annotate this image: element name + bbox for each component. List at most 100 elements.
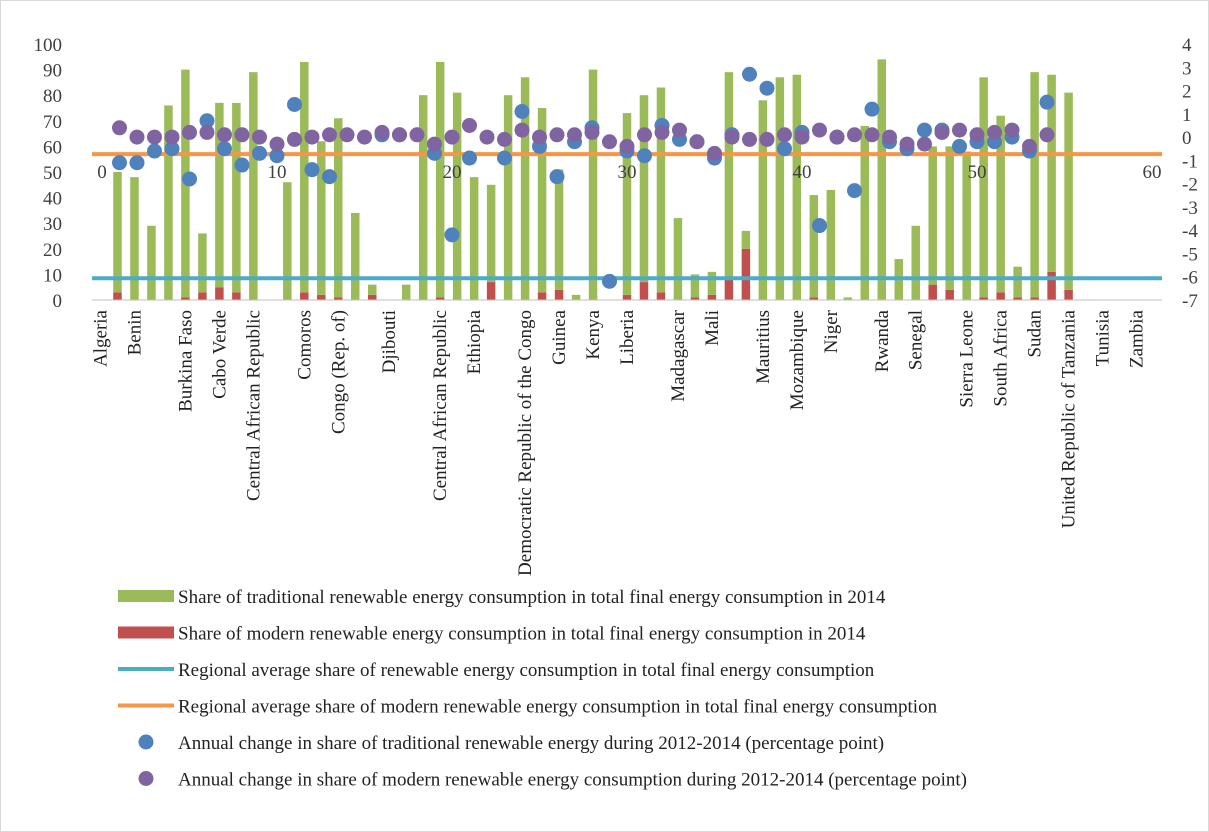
point-modern-change [847,127,862,143]
bar-modern [996,292,1005,300]
x-tick-label-scatter: 30 [618,162,637,183]
point-modern-change [112,120,127,136]
category-label: South Africa [991,309,1012,406]
bar-traditional [418,95,428,300]
point-modern-change [724,129,740,145]
bar-traditional [911,225,920,300]
point-modern-change [777,127,792,143]
point-modern-change [899,136,915,152]
y-tick-label-left: 90 [43,61,62,82]
category-label: Sierra Leone [957,310,978,408]
bar-traditional [1064,92,1073,290]
y-tick-label-right: 3 [1182,58,1192,79]
y-tick-label-right: -2 [1182,175,1198,196]
y-tick-label-left: 30 [43,214,62,235]
bar-traditional [232,102,241,293]
y-tick-label-right: -4 [1182,221,1198,242]
point-modern-change [672,122,687,138]
point-modern-change [129,129,145,145]
y-tick-label-right: -3 [1182,198,1198,219]
point-traditional-change [637,148,652,164]
point-modern-change [497,131,512,147]
point-modern-change [479,129,495,145]
y-tick-label-right: -6 [1182,268,1198,289]
point-traditional-change [602,273,617,289]
point-modern-change [304,129,320,145]
category-label: Democratic Republic of the Congo [515,310,536,576]
bar-traditional [367,284,377,295]
bar-traditional [147,225,156,300]
point-traditional-change [549,169,565,185]
bar-traditional [775,77,785,300]
category-label: Sudan [1025,310,1046,358]
bar-modern [690,297,700,300]
x-tick-label-scatter: 0 [97,162,107,183]
category-label: Mozambique [787,310,808,410]
y-tick-label-left: 20 [43,240,62,261]
bar-traditional [690,274,700,298]
category-label: Liberia [617,309,638,364]
point-traditional-change [304,162,320,178]
point-modern-change [322,127,337,143]
bar-traditional [707,271,717,295]
point-modern-change [147,129,162,145]
y-tick-label-left: 70 [43,112,62,133]
bar-traditional [249,72,258,300]
bar-traditional [215,102,224,288]
bar-traditional [877,59,887,300]
point-modern-change [689,134,705,150]
point-modern-change [917,136,932,152]
bar-traditional [656,87,666,293]
bar-traditional [758,100,768,300]
y-tick-label-left: 10 [43,265,62,286]
point-traditional-change [514,103,530,119]
bar-traditional [130,177,139,300]
point-modern-change [637,127,652,143]
bar-traditional [401,284,411,300]
bar-modern [334,297,343,300]
legend: Share of traditional renewable energy co… [118,587,967,791]
point-modern-change [164,129,180,145]
bar-traditional [317,141,326,295]
point-modern-change [444,129,460,145]
bar-modern [724,276,734,300]
point-modern-change [934,124,950,140]
category-label: Benin [124,310,145,356]
point-modern-change [427,136,442,152]
point-traditional-change [847,183,862,199]
bar-modern [741,248,751,300]
legend-label: Annual change in share of traditional re… [178,733,884,754]
legend-swatch-point [138,734,154,750]
legend-label: Regional average share of modern renewab… [178,697,938,718]
point-traditional-change [759,80,775,96]
point-traditional-change [322,169,337,185]
point-modern-change [987,124,1002,140]
bar-traditional [283,182,292,300]
bar-traditional [435,61,445,298]
y-tick-label-right: 1 [1182,105,1192,126]
category-label: Central African Republic [430,310,451,501]
bar-traditional [826,189,836,300]
x-tick-label-scatter: 50 [968,162,987,183]
bar-modern [622,294,632,300]
y-tick-label-left: 80 [43,86,62,107]
bar-modern [707,294,717,300]
point-modern-change [287,131,302,147]
point-modern-change [969,127,985,143]
point-modern-change [742,131,757,147]
category-label: Djibouti [379,310,400,373]
bar-modern [367,294,377,300]
category-label: Niger [821,309,842,353]
point-modern-change [812,122,827,138]
bar-traditional [996,115,1005,293]
point-modern-change [584,124,600,140]
labels-layer: 0102030405060708090100-7-6-5-4-3-2-10123… [34,35,1199,576]
point-modern-change [794,129,810,145]
category-label: Madagascar [668,309,689,401]
point-traditional-change [269,148,285,164]
point-modern-change [234,127,250,143]
bar-traditional [928,146,937,285]
bar-traditional [1013,266,1022,298]
bar-traditional [792,74,802,300]
